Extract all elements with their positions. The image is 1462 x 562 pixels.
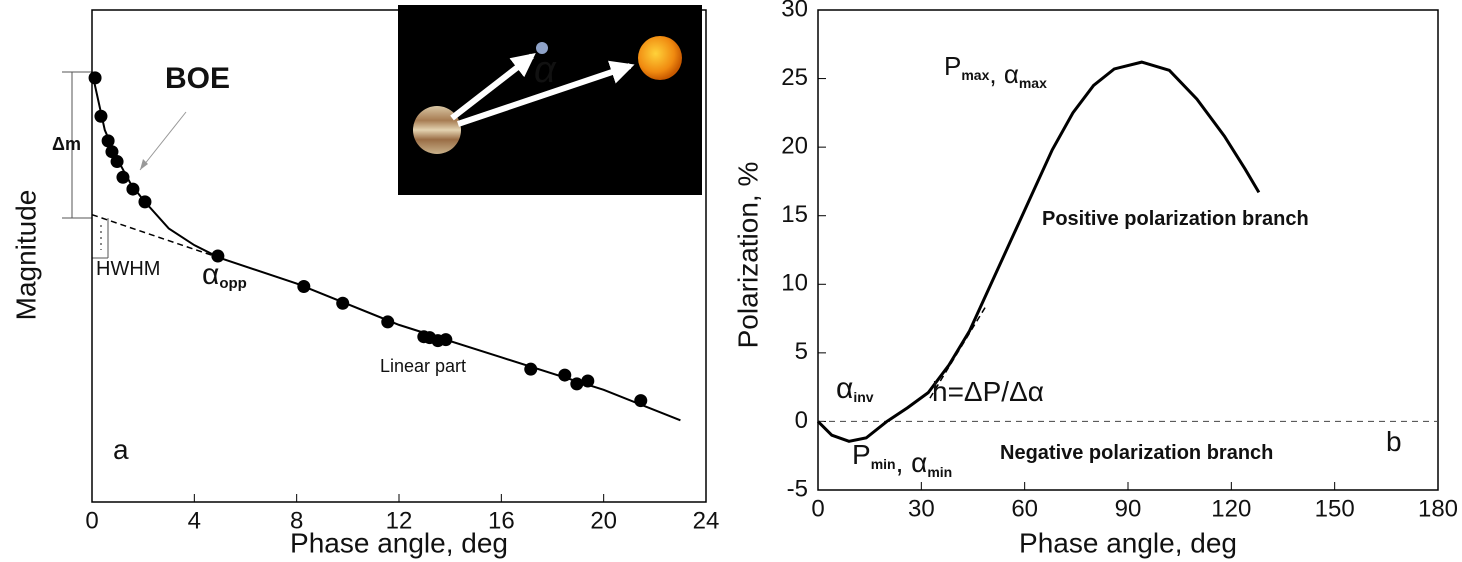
inset [398,5,702,195]
annotation-subscript: opp [219,275,247,292]
x-tick-label: 4 [188,507,201,534]
annotation: h=ΔP/Δα [932,376,1044,407]
annotation-text: , α [989,59,1018,89]
annotation-text: P [944,51,961,81]
annotation-text: α [202,258,219,291]
x-tick-label: 90 [1115,495,1142,522]
dashed-line [91,213,221,259]
arrow [457,60,635,127]
x-tick-label: 0 [811,495,824,522]
planet [413,106,461,154]
annotation: αinv [836,372,874,405]
annotation: Pmin, αmin [852,439,952,479]
annotation: Negative polarization branch [1000,442,1273,464]
sun [638,36,682,80]
x-tick-label: 150 [1315,495,1355,522]
annotation: α [534,49,557,91]
annotation: BOE [165,62,230,95]
annotation-subscript: min [927,464,952,480]
y-tick-label: 5 [795,338,808,365]
annotation-subscript: inv [853,389,873,405]
annotation-text: α [836,372,853,405]
curve [91,71,681,422]
x-tick-label: 8 [290,507,303,534]
x-tick-label: 30 [908,495,935,522]
annotation-text: BOE [165,62,230,95]
annotation: αopp [202,258,247,292]
earth [536,42,548,54]
x-tick-label: 60 [1011,495,1038,522]
x-axis-label: Phase angle, deg [290,527,508,558]
x-tick-label: 0 [85,507,98,534]
x-tick-label: 24 [693,507,720,534]
annotation-text: , α [896,447,928,478]
annotation-text: Δm [52,134,81,154]
annotation-text: P [852,439,871,470]
annotation-text: α [534,49,557,91]
chart: 0 4 8 12 16 20 24 Phase angle, deg Magnitude BOE Δ… [10,5,719,558]
arrow [450,53,536,121]
annotation: Positive polarization branch [1042,208,1309,230]
annotation: HWHM [96,258,160,280]
x-tick-label: 20 [590,507,617,534]
x-axis-label: Phase angle, deg [1019,527,1237,558]
annotation-text: Linear part [380,356,466,376]
x-tick-label: 180 [1418,495,1458,522]
annotation-subscript: min [871,456,896,472]
annotation-text: a [113,434,129,465]
y-tick-label: 0 [795,407,808,434]
x-tick-label: 120 [1211,495,1251,522]
inset-bg [398,5,702,195]
x-tick-label: 12 [386,507,413,534]
annotation: Linear part [380,356,466,376]
annotation: a [113,434,129,465]
y-axis-label: Polarization, % [732,162,763,349]
annotation: Δm [52,134,81,154]
y-tick-label: 10 [781,270,808,297]
x-tick-label: 16 [488,507,515,534]
annotation-text: b [1386,426,1402,457]
annotation-subscript: max [1019,75,1047,91]
y-tick-label: 25 [781,64,808,91]
annotation-text: Negative polarization branch [1000,442,1273,464]
decorations [62,71,187,259]
curve [816,60,1261,443]
y-axis-label: Magnitude [10,190,41,321]
annotation-text: Positive polarization branch [1042,208,1309,230]
annotation: Pmax, αmax [944,51,1047,91]
annotation-subscript: max [961,67,989,83]
dashed-line [929,307,986,399]
annotation-text: h=ΔP/Δα [932,376,1044,407]
plot-frame [817,9,1439,491]
annotation-text: HWHM [96,258,160,280]
annotation: b [1386,426,1402,457]
y-tick-label: 20 [781,132,808,159]
y-tick-label: 15 [781,201,808,228]
y-tick-label: -5 [787,475,808,502]
y-tick-label: 30 [781,0,808,22]
